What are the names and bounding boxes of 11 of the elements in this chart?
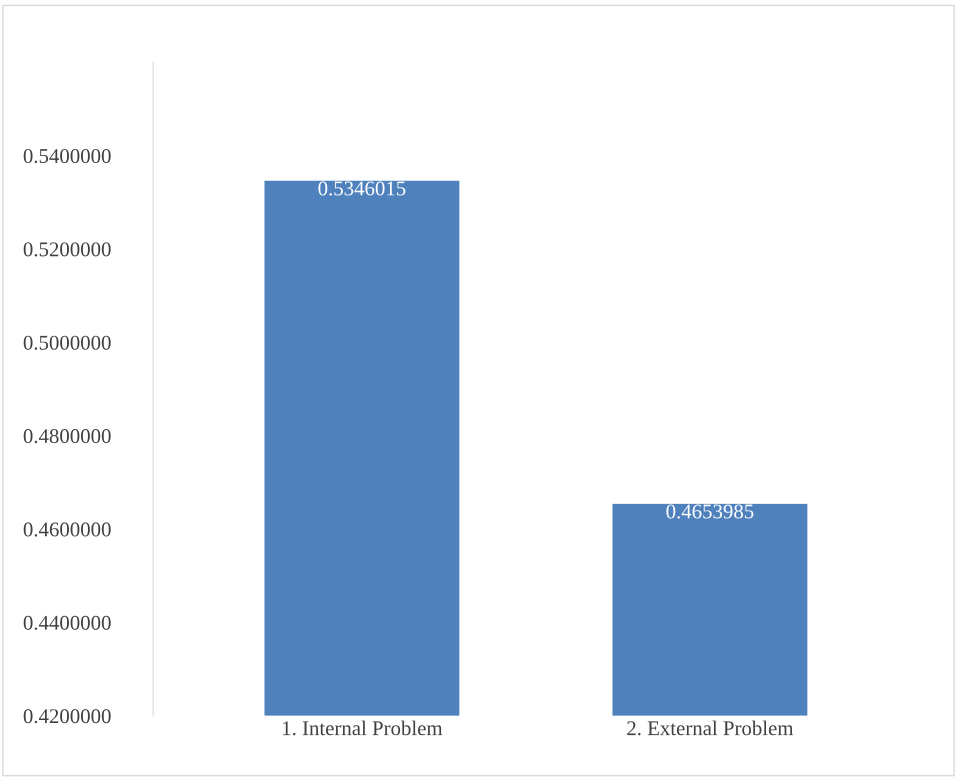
y-tick-label: 0.4400000: [24, 616, 111, 630]
y-tick-label: 0.4800000: [24, 429, 111, 444]
x-tick-label: 2. External Problem: [627, 720, 794, 736]
y-tick-label: 0.4200000: [24, 709, 111, 724]
data-label: 0.5346015: [318, 181, 406, 196]
y-tick-label: 0.4600000: [24, 522, 111, 537]
y-tick-label: 0.5400000: [24, 148, 111, 164]
y-tick-label: 0.5200000: [24, 242, 111, 256]
data-label: 0.4653985: [666, 504, 754, 519]
x-tick-label: 1. Internal Problem: [283, 720, 442, 736]
y-tick-label: 0.5000000: [24, 336, 111, 350]
